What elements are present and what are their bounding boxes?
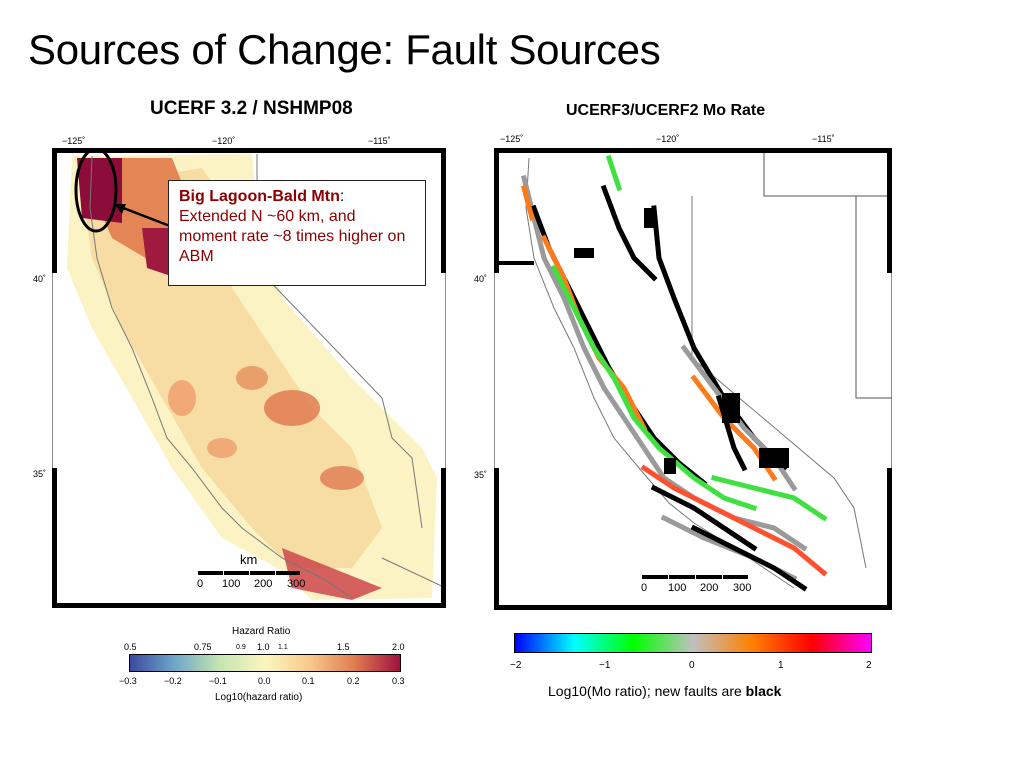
- left-scale-tick: 0: [197, 578, 204, 590]
- left-scale-label: km: [240, 552, 258, 567]
- right-lon-tick: −125˚: [500, 134, 524, 144]
- right-lon-tick: −120˚: [656, 134, 680, 144]
- slide-title: Sources of Change: Fault Sources: [28, 26, 661, 73]
- hazard-top-tick: 0.9: [236, 644, 246, 651]
- hazard-top-tick: 1.0: [257, 642, 270, 652]
- hazard-top-tick: 2.0: [392, 642, 405, 652]
- mo-ratio-tick: 2: [866, 660, 872, 671]
- left-lon-tick: −125˚: [62, 136, 86, 146]
- left-lon-tick: −120˚: [212, 136, 236, 146]
- hazard-bottom-tick: 0.0: [258, 676, 271, 686]
- left-lon-tick: −115˚: [368, 136, 391, 146]
- mo-ratio-tick: 0: [689, 660, 695, 671]
- right-lon-tick: −115˚: [812, 134, 835, 144]
- hazard-top-tick: 0.5: [124, 642, 137, 652]
- big-lagoon-callout: Big Lagoon-Bald Mtn: Extended N ~60 km, …: [168, 180, 426, 286]
- mo-ratio-legend: Log10(Mo ratio); new faults are black: [548, 683, 781, 699]
- mo-ratio-tick: −2: [510, 660, 522, 671]
- hazard-colorbar-title: Hazard Ratio: [232, 626, 291, 637]
- mo-ratio-tick: 1: [778, 660, 784, 671]
- callout-body: Extended N ~60 km, and moment rate ~8 ti…: [179, 208, 406, 265]
- hazard-bottom-tick: −0.2: [164, 676, 182, 686]
- hazard-bottom-tick: 0.3: [392, 676, 405, 686]
- left-scale-tick: 300: [287, 578, 306, 590]
- hazard-colorbar: [129, 654, 401, 672]
- right-lat-tick: 35˚: [474, 470, 488, 480]
- right-scale-tick: 200: [700, 582, 719, 594]
- hazard-top-tick: 1.5: [337, 642, 350, 652]
- left-scale-tick: 200: [254, 578, 273, 590]
- hazard-top-tick: 1.1: [278, 644, 288, 651]
- mo-rate-ratio-map: [494, 148, 892, 610]
- callout-heading: Big Lagoon-Bald Mtn: [179, 188, 340, 205]
- left-scale-bar: [198, 571, 300, 575]
- callout-colon: :: [339, 188, 345, 205]
- hazard-bottom-tick: −0.1: [209, 676, 227, 686]
- hazard-bottom-tick: −0.3: [119, 676, 137, 686]
- mo-ratio-colorbar: [514, 633, 872, 653]
- left-lat-tick: 40˚: [33, 274, 47, 284]
- right-scale-tick: 0: [641, 582, 648, 594]
- right-scale-tick: 300: [733, 582, 752, 594]
- mo-ratio-tick: −1: [599, 660, 611, 671]
- right-lat-tick: 40˚: [474, 274, 488, 284]
- left-panel-title: UCERF 3.2 / NSHMP08: [150, 98, 353, 119]
- right-scale-bar: [642, 575, 748, 579]
- legend-bold: black: [745, 683, 782, 699]
- right-panel-title: UCERF3/UCERF2 Mo Rate: [566, 102, 766, 119]
- left-scale-tick: 100: [222, 578, 241, 590]
- left-lat-tick: 35˚: [33, 469, 47, 479]
- right-scale-tick: 100: [668, 582, 687, 594]
- hazard-bottom-tick: 0.2: [347, 676, 360, 686]
- hazard-top-tick: 0.75: [194, 642, 212, 652]
- hazard-colorbar-xlabel: Log10(hazard ratio): [215, 692, 303, 703]
- legend-prefix: Log10(Mo ratio); new faults are: [548, 683, 746, 699]
- hazard-bottom-tick: 0.1: [302, 676, 315, 686]
